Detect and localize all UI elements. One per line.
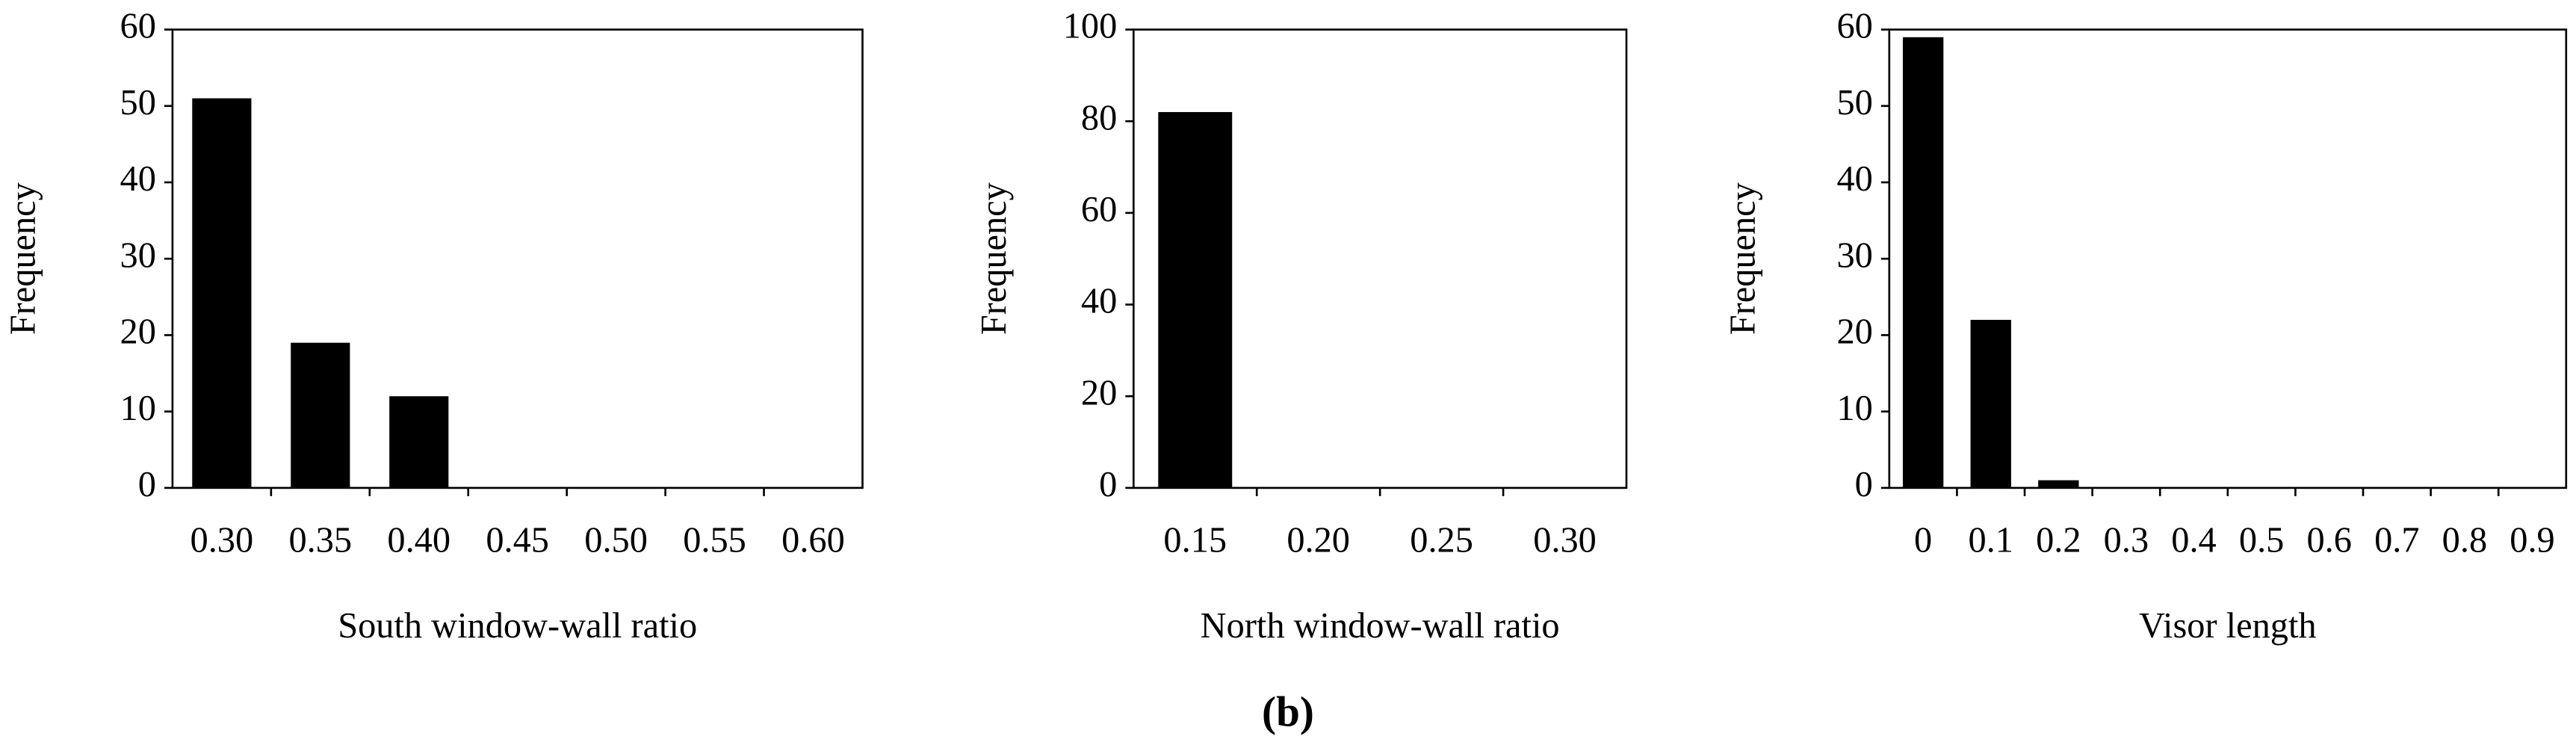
y-tick-label: 30: [1836, 235, 1872, 275]
bar: [2038, 480, 2079, 488]
x-axis-label: North window-wall ratio: [1201, 606, 1560, 646]
y-tick-label: 60: [1081, 190, 1117, 229]
x-axis-label: South window-wall ratio: [338, 606, 697, 646]
x-tick-label: 0.8: [2442, 521, 2487, 560]
y-tick-label: 80: [1081, 98, 1117, 137]
y-axis-label: Frequency: [3, 182, 43, 335]
y-tick-label: 10: [120, 389, 156, 428]
y-tick-label: 0: [138, 465, 156, 504]
x-tick-label: 0.9: [2510, 521, 2554, 560]
y-tick-label: 60: [120, 7, 156, 46]
bar: [1902, 37, 1944, 488]
y-tick-label: 60: [1836, 7, 1872, 46]
y-tick-label: 40: [1081, 282, 1117, 321]
bar: [291, 342, 350, 488]
x-axis-label: Visor length: [2139, 606, 2317, 646]
y-tick-label: 20: [1081, 373, 1117, 412]
x-tick-label: 0.45: [486, 521, 549, 560]
bar: [1970, 320, 2011, 488]
x-tick-label: 0.30: [1533, 521, 1597, 560]
plot-frame: [171, 28, 864, 489]
y-tick-label: 50: [1836, 83, 1872, 123]
caption: (b): [1262, 689, 1314, 736]
y-tick-label: 40: [1836, 159, 1872, 199]
x-tick-label: 0.50: [584, 521, 648, 560]
x-tick-label: 0.5: [2239, 521, 2284, 560]
x-tick-label: 0.20: [1287, 521, 1350, 560]
x-tick-label: 0.25: [1410, 521, 1473, 560]
x-tick-label: 0.35: [288, 521, 352, 560]
x-tick-label: 0.1: [1968, 521, 2013, 560]
bar: [1158, 111, 1233, 488]
x-tick-label: 0.55: [683, 521, 746, 560]
x-tick-label: 0.3: [2104, 521, 2149, 560]
y-tick-label: 40: [120, 159, 156, 199]
x-tick-label: 0.40: [387, 521, 451, 560]
y-tick-label: 100: [1063, 7, 1118, 46]
y-tick-label: 20: [1836, 312, 1872, 352]
x-tick-label: 0.60: [781, 521, 845, 560]
x-tick-label: 0: [1914, 521, 1932, 560]
x-tick-label: 0.6: [2306, 521, 2351, 560]
y-tick-label: 0: [1855, 465, 1873, 504]
y-tick-label: 50: [120, 83, 156, 123]
x-tick-label: 0.4: [2171, 521, 2216, 560]
y-tick-label: 30: [120, 235, 156, 275]
y-tick-label: 0: [1099, 465, 1117, 504]
x-tick-label: 0.7: [2374, 521, 2419, 560]
x-tick-label: 0.30: [191, 521, 254, 560]
bar: [192, 98, 252, 488]
y-axis-label: Frequency: [974, 182, 1014, 335]
x-tick-label: 0.2: [2036, 521, 2081, 560]
y-tick-label: 10: [1836, 389, 1872, 428]
bar: [389, 396, 449, 488]
y-axis-label: Frequency: [1724, 182, 1763, 335]
y-tick-label: 20: [120, 312, 156, 352]
x-tick-label: 0.15: [1163, 521, 1227, 560]
